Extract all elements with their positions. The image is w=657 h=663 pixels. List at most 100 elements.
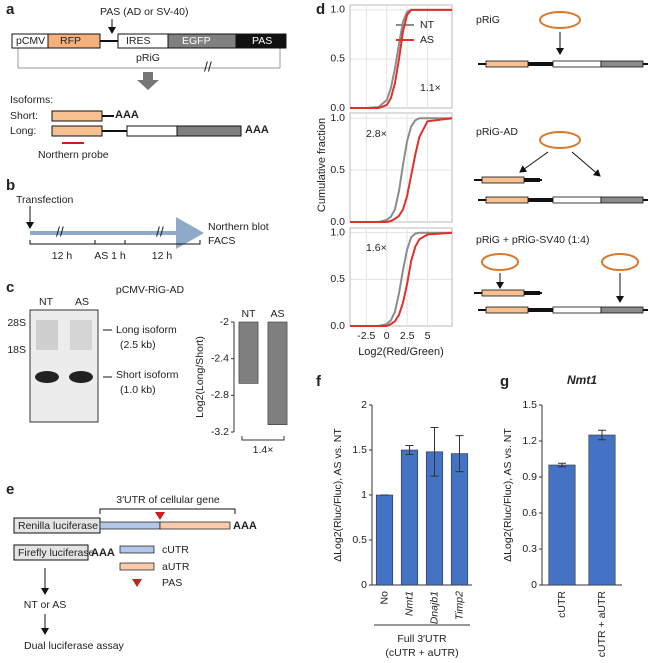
y-axis-label: ΔLog2(Rluc/Fluc), AS vs. NT: [332, 428, 344, 562]
error-bar: [405, 445, 414, 455]
interval: AS 1 h: [94, 250, 126, 262]
firefly-box: [13, 544, 89, 561]
y-tick-label: 0: [361, 579, 367, 591]
error-bar: [598, 429, 606, 441]
ribosome: [539, 11, 581, 29]
band-label: Long isoform: [116, 324, 177, 336]
panel-letter: f: [316, 373, 322, 390]
assay: Dual luciferase assay: [24, 640, 125, 652]
y-tick-label: 0.3: [522, 543, 537, 555]
mrna-long: [476, 195, 650, 205]
x-axis-label: Log2(Red/Green): [358, 346, 444, 358]
start-label: Transfection: [16, 194, 74, 206]
y-tick-label: 0.5: [330, 53, 345, 65]
y-tick-label: 0.0: [330, 320, 345, 332]
mrna-long: [476, 59, 650, 69]
bracket: [99, 508, 236, 514]
isoform-label: Short:: [10, 110, 38, 122]
x-tick-label: NT: [242, 308, 257, 320]
cdf-line: [350, 231, 453, 327]
polya: AAA: [233, 520, 257, 532]
annotation: 1.4×: [253, 444, 274, 456]
y-tick-label: 2: [361, 399, 367, 411]
y-tick-label: 0.0: [330, 216, 345, 228]
y-tick-label: -2.8: [211, 389, 229, 401]
band: [35, 371, 59, 383]
element-label: IRES: [126, 35, 151, 47]
legend-label: cUTR: [162, 544, 189, 556]
chart-title: Nmt1: [567, 373, 597, 387]
panel-title: pCMV-RiG-AD: [116, 284, 185, 296]
y-tick-label: 1.2: [522, 435, 537, 447]
mrna-short: [472, 175, 544, 185]
x-tick-label: No: [378, 591, 390, 605]
egfp: [176, 125, 242, 137]
y-tick-label: -2: [220, 316, 229, 328]
element-label: pCMV: [16, 35, 45, 47]
y-tick-label: 1.0: [330, 226, 345, 238]
panel-letter: d: [316, 1, 325, 18]
panel-letter: b: [6, 177, 15, 194]
utr-label: 3′UTR of cellular gene: [116, 494, 220, 506]
cutr: [99, 521, 161, 530]
polya: AAA: [91, 547, 115, 559]
legend-swatch: [119, 545, 155, 554]
y-tick-label: 0: [531, 579, 537, 591]
ribosome: [601, 253, 639, 271]
construct-label: pRiG: [476, 14, 500, 26]
mrna-long: [476, 305, 650, 315]
arrow: [137, 72, 159, 90]
cdf-line: [350, 8, 452, 109]
group-label: Full 3′UTR: [397, 633, 447, 645]
arrow: [571, 151, 601, 177]
panel-letter: a: [6, 1, 15, 18]
y-tick-label: 1.5: [352, 444, 367, 456]
bar: [238, 321, 259, 384]
plot-frame: [349, 227, 453, 327]
plot-frame: [349, 4, 453, 109]
y-tick-label: 1: [361, 489, 367, 501]
isoforms-label: Isoforms:: [10, 94, 53, 106]
probe-label: Northern probe: [38, 149, 109, 161]
legend-label: NT: [420, 19, 435, 31]
y-tick-label: 0.5: [330, 273, 345, 285]
y-tick-label: 0.9: [522, 471, 537, 483]
annotation: 1.6×: [366, 242, 387, 254]
panel-letter: g: [500, 373, 509, 390]
x-tick-label: Nmt1: [403, 591, 415, 616]
y-tick-label: 0.5: [330, 164, 345, 176]
bar: [400, 449, 419, 586]
mrna-short: [472, 288, 544, 298]
band-label: (2.5 kb): [120, 339, 156, 351]
y-axis-label: Cumulative fraction: [316, 118, 328, 212]
rfp: [51, 125, 103, 137]
isoform-label: Long:: [10, 125, 36, 137]
bar: [548, 464, 576, 586]
y-tick-label: -2.4: [211, 352, 229, 364]
legend-swatch: [119, 562, 155, 571]
y-tick-label: -3.2: [211, 426, 229, 438]
y-tick-label: 1.5: [522, 399, 537, 411]
lane-label: AS: [75, 296, 89, 308]
y-tick-label: 0.5: [352, 534, 367, 546]
x-tick-label: 5: [425, 330, 431, 342]
group-label: (cUTR + aUTR): [385, 647, 458, 659]
y-axis-label: ΔLog2(Rluc/Fluc), AS vs. NT: [502, 428, 514, 562]
annotation: 2.8×: [366, 128, 387, 140]
band-label: (1.0 kb): [120, 384, 156, 396]
polya: AAA: [115, 109, 139, 121]
arrow: [519, 151, 549, 173]
y-tick-label: 0.6: [522, 507, 537, 519]
smear: [36, 320, 58, 350]
break: //: [156, 224, 164, 240]
pas-marker: [155, 512, 165, 520]
x-tick-label: -2.5: [357, 330, 375, 342]
break: //: [204, 59, 212, 75]
band: [69, 371, 93, 383]
x-tick-label: Dnajb1: [428, 591, 440, 624]
bracket: [241, 436, 285, 441]
ribosome: [481, 253, 519, 271]
element-label: EGFP: [182, 35, 211, 47]
panel-letter: e: [6, 481, 14, 498]
x-tick-label: 0: [384, 330, 390, 342]
